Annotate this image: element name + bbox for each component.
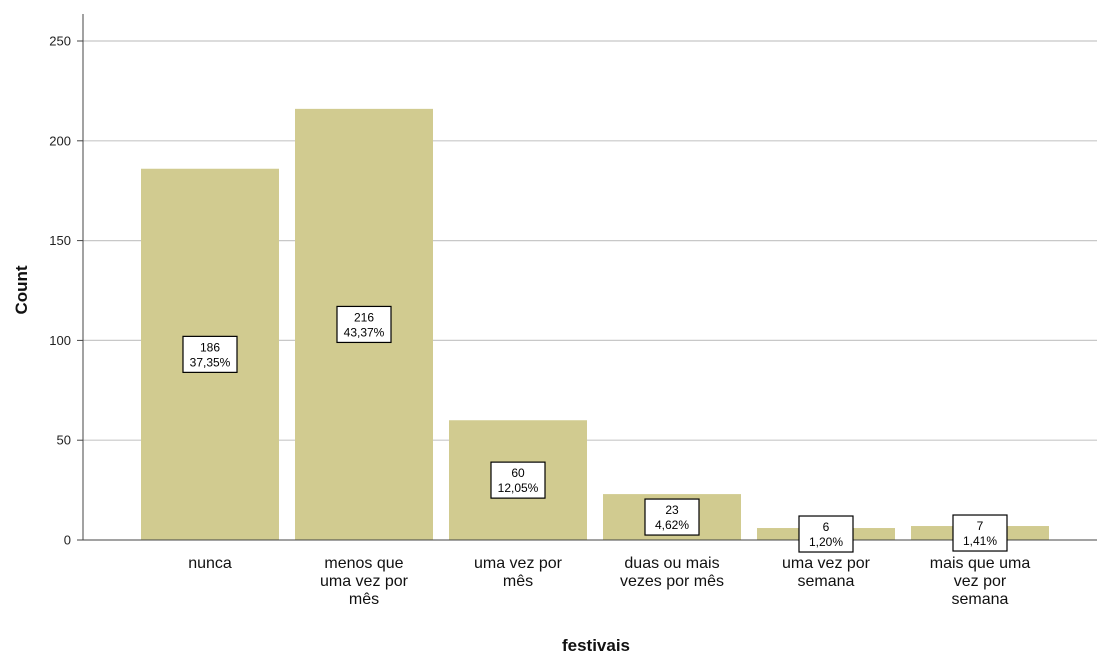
data-label-percent: 37,35% <box>190 355 231 369</box>
data-label-box <box>952 514 1008 552</box>
y-tick-label: 250 <box>49 34 71 49</box>
x-category-label: uma vez por mês <box>474 555 563 590</box>
y-tick-label: 200 <box>49 133 71 148</box>
x-category-label: duas ou mais vezes por mês <box>620 555 724 590</box>
x-category-labels: nunca menos que uma vez por mês uma vez por m… <box>188 555 1030 608</box>
y-tick-label: 0 <box>64 533 71 548</box>
data-label-box <box>798 515 854 553</box>
data-label-count: 7 <box>977 519 984 533</box>
data-label-box <box>182 335 238 373</box>
y-tick-label: 50 <box>57 433 71 448</box>
data-label-count: 23 <box>665 503 679 517</box>
x-category-label: menos que uma vez por mês <box>320 555 409 608</box>
data-label-percent: 12,05% <box>498 481 539 495</box>
data-label-box <box>490 461 546 499</box>
data-label-percent: 1,20% <box>809 535 843 549</box>
axes <box>77 14 1097 541</box>
data-label-count: 6 <box>823 520 830 534</box>
data-label: 234,62% <box>644 498 700 536</box>
x-category-label: nunca <box>188 555 232 572</box>
data-label-box <box>644 498 700 536</box>
data-label-percent: 43,37% <box>344 325 385 339</box>
data-label-count: 186 <box>200 340 220 354</box>
data-label: 61,20% <box>798 515 854 553</box>
bars <box>141 108 1049 540</box>
data-label-count: 60 <box>511 466 525 480</box>
data-label: 71,41% <box>952 514 1008 552</box>
data-label-percent: 1,41% <box>963 534 997 548</box>
x-category-label: uma vez por semana <box>782 555 871 590</box>
y-tick-label: 150 <box>49 233 71 248</box>
data-label-count: 216 <box>354 310 374 324</box>
y-tick-label: 100 <box>49 333 71 348</box>
x-axis-title: festivais <box>562 636 630 655</box>
data-label-box <box>336 305 392 344</box>
data-label-percent: 4,62% <box>655 518 689 532</box>
y-tick-labels: 0 50 100 150 200 250 <box>49 34 71 548</box>
y-axis-title: Count <box>12 265 31 314</box>
x-category-label: mais que uma vez por semana <box>930 555 1031 608</box>
